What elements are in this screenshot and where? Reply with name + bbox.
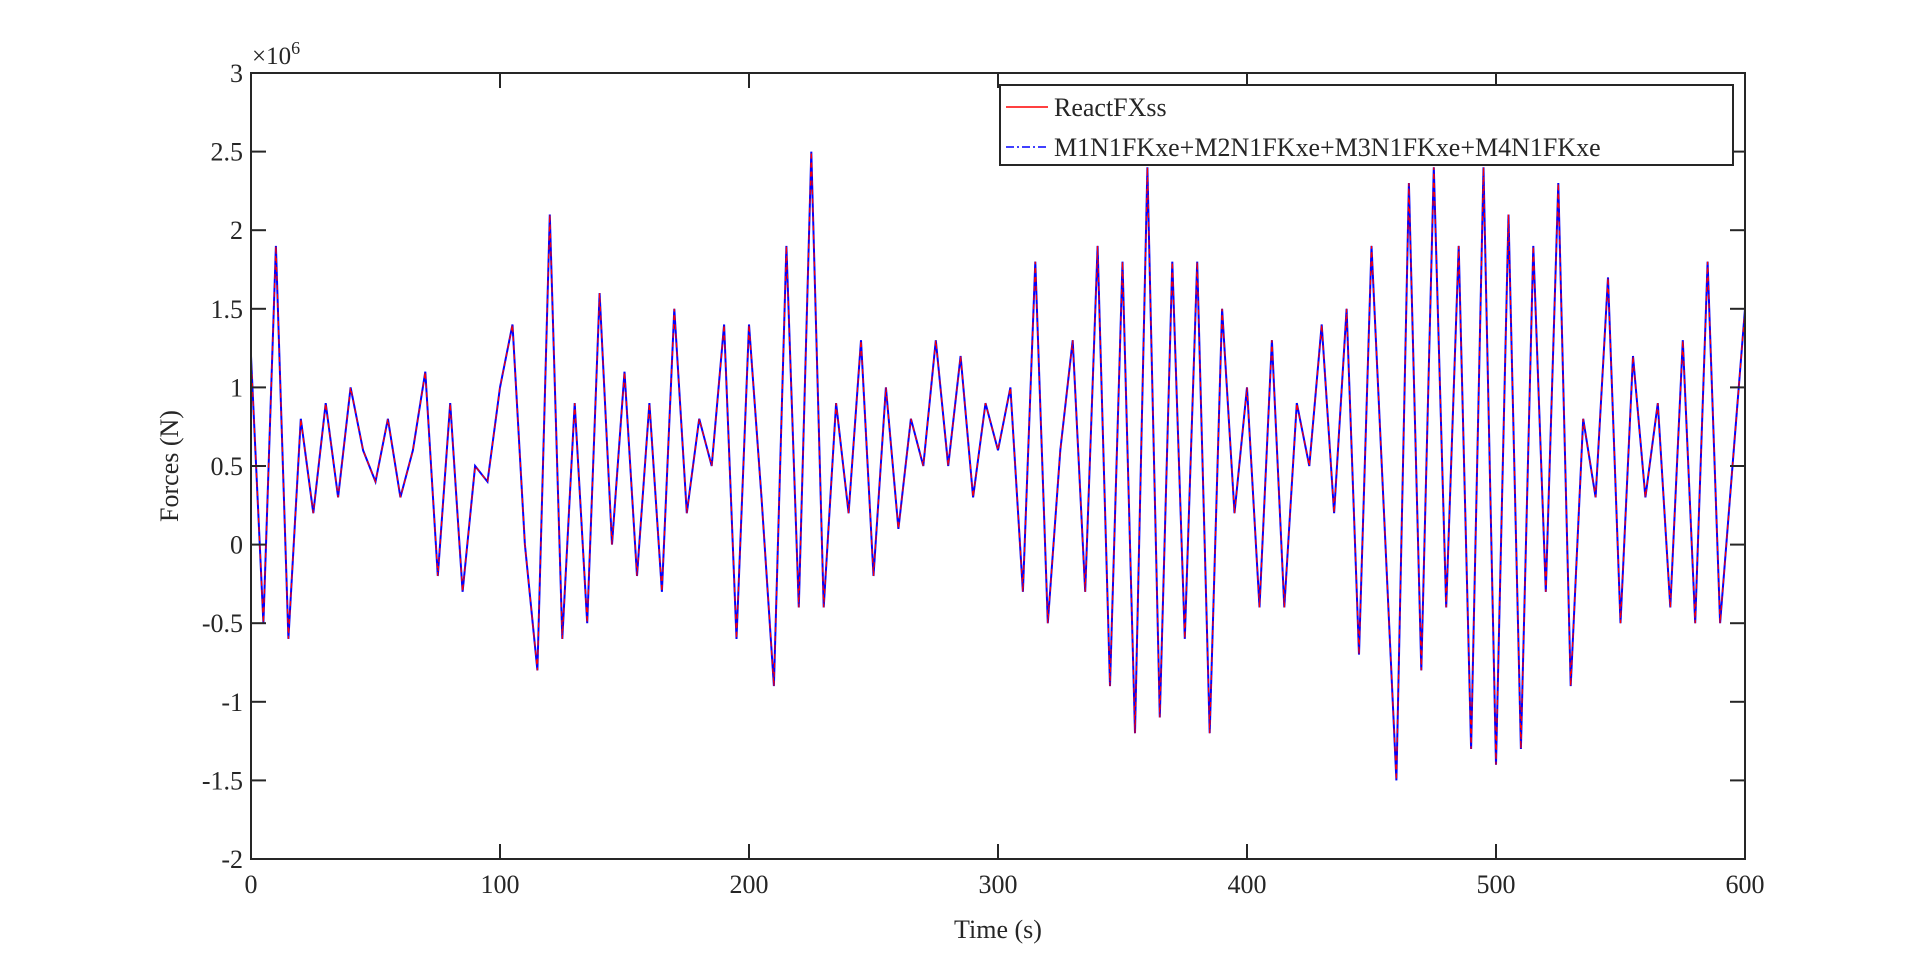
y-tick-label: 1 [230,373,243,402]
legend: ReactFXss M1N1FKxe+M2N1FKxe+M3N1FKxe+M4N… [999,84,1734,166]
y-tick-label: -0.5 [202,609,243,638]
legend-label-sum: M1N1FKxe+M2N1FKxe+M3N1FKxe+M4N1FKxe [1054,133,1601,162]
y-tick-label: -2 [221,845,243,874]
y-tick-label: -1 [221,688,243,717]
x-tick-label: 300 [979,870,1018,899]
x-tick-label: 500 [1477,870,1516,899]
legend-label-react: ReactFXss [1054,93,1167,122]
ticks: 0 100 200 300 400 500 600 -2 -1.5 -1 -0.5 0 0.5 1 1.5 2… [202,59,1765,899]
x-tick-label: 400 [1228,870,1267,899]
series-layer [250,151,1746,781]
y-tick-label: 2.5 [211,138,244,167]
y-tick-label: 0.5 [211,452,244,481]
x-tick-label: 600 [1726,870,1765,899]
y-tick-label: 1.5 [211,295,244,324]
x-tick-label: 0 [245,870,258,899]
x-tick-label: 100 [481,870,520,899]
y-tick-label: 0 [230,531,243,560]
x-tick-label: 200 [730,870,769,899]
y-tick-label: 2 [230,216,243,245]
legend-box [999,84,1734,166]
x-axis-label: Time (s) [954,915,1042,944]
y-multiplier: ×106 [252,38,300,70]
series-line-1 [250,151,1746,781]
y-tick-label: 3 [230,59,243,88]
y-axis-label: Forces (N) [155,410,184,522]
y-tick-label: -1.5 [202,766,243,795]
series-line-0 [250,151,1746,781]
